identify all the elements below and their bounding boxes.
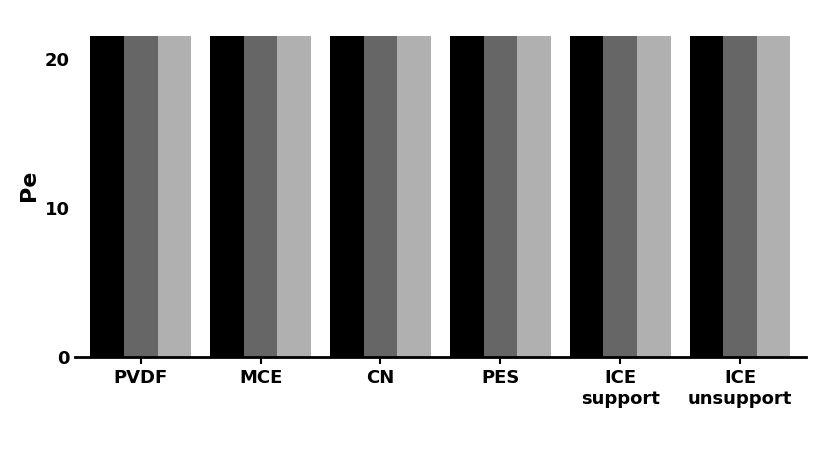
Bar: [570, 36, 603, 357]
Bar: [210, 36, 243, 357]
Bar: [330, 36, 364, 357]
Bar: [364, 36, 397, 357]
Bar: [243, 36, 278, 357]
Bar: [450, 36, 484, 357]
Y-axis label: Pe: Pe: [19, 170, 39, 201]
Bar: [603, 36, 637, 357]
Bar: [637, 36, 671, 357]
Bar: [158, 36, 191, 357]
Bar: [757, 36, 790, 357]
Bar: [278, 36, 311, 357]
Bar: [690, 36, 723, 357]
Bar: [124, 36, 158, 357]
Bar: [91, 36, 124, 357]
Bar: [397, 36, 430, 357]
Bar: [723, 36, 757, 357]
Bar: [484, 36, 517, 357]
Bar: [517, 36, 551, 357]
